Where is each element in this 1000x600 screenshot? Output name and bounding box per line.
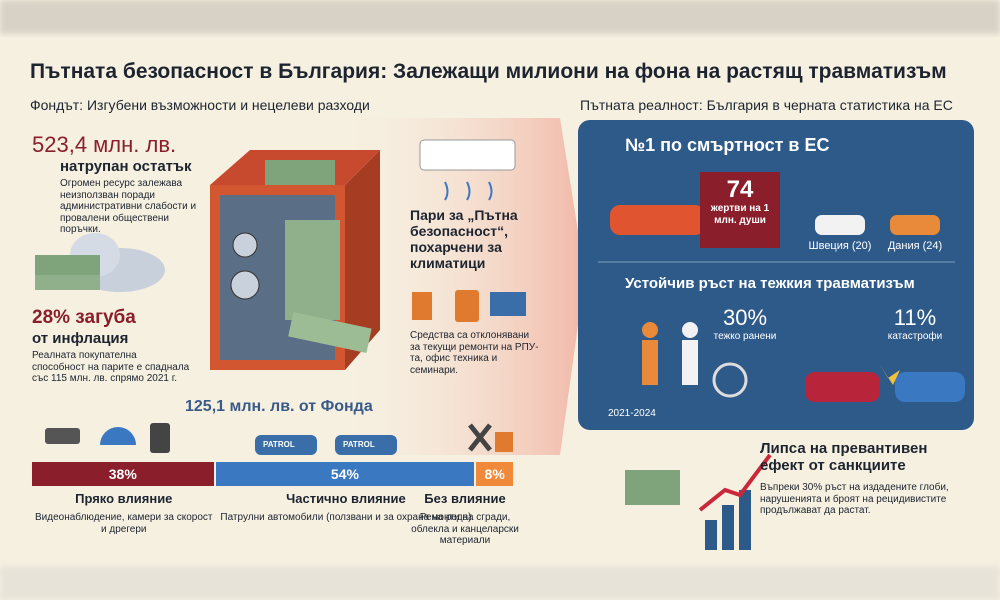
- deaths-label: жертви на 1 млн. души: [710, 203, 770, 226]
- arrow: [330, 118, 585, 455]
- aircon-text: Пари за „Пътна безопасност“, похарчени з…: [410, 207, 518, 272]
- blurred-footer: [0, 566, 1000, 600]
- comparison: Дания (24): [887, 240, 943, 252]
- surplus-amount: 523,4 млн. лв.: [32, 132, 177, 157]
- injured-value: 30%: [722, 305, 768, 330]
- title: Пътната безопасност в България: Залежащи…: [30, 60, 947, 83]
- people: [642, 322, 748, 398]
- crashes-label: катастрофи: [887, 331, 943, 342]
- patrol-badge: PATROL: [263, 440, 295, 449]
- cars: [610, 205, 965, 402]
- segment-text: Видеонаблюдение, камери за скорост и дре…: [35, 512, 213, 535]
- cloud-icon: [35, 233, 165, 292]
- surplus-label: натрупан остатък: [60, 158, 192, 175]
- aircon-icon: [419, 139, 516, 201]
- split-bar: 38% 54% 8%: [32, 462, 515, 486]
- inflation-text: Реалната покупателна способност на парит…: [32, 350, 190, 384]
- safe-icon: [210, 150, 380, 370]
- inflation-amount: 28% загуба: [32, 307, 136, 328]
- surplus-text: Огромен ресурс залежава неизползван пора…: [60, 178, 197, 235]
- reality-panel: [578, 120, 974, 430]
- injured-label: тежко ранени: [713, 331, 777, 342]
- comparison: Швеция (20): [808, 240, 872, 252]
- fund-heading: Фондът: Изгубени възможности и нецелеви …: [30, 97, 370, 113]
- bar-segment: 38%: [32, 462, 216, 486]
- sanctions-text: Въпреки 30% ръст на издадените глоби, на…: [760, 482, 949, 516]
- deaths-value: 74: [726, 176, 754, 203]
- segment-label: 8%: [484, 466, 505, 482]
- reality-heading: Пътната реалност: България в черната ста…: [580, 97, 953, 113]
- bar-segment: 8%: [476, 462, 515, 486]
- segment-title: Без влияние: [424, 491, 506, 506]
- toolbar-icons: [45, 423, 513, 455]
- period: 2021-2024: [608, 408, 656, 419]
- split-title: 125,1 млн. лв. от Фонда: [185, 398, 373, 415]
- crashes-value: 11%: [893, 305, 937, 330]
- deaths-box: [700, 172, 780, 248]
- deviations-text: Средства са отклонявани за текущи ремонт…: [410, 330, 539, 376]
- rank: №1 по смъртност в ЕС: [625, 135, 830, 155]
- growth-title: Устойчив ръст на тежкия травматизъм: [625, 275, 915, 292]
- segment-label: 54%: [330, 466, 359, 482]
- office-icons: [412, 290, 526, 322]
- segment-label: 38%: [108, 466, 137, 482]
- trend-chart: [625, 453, 772, 550]
- segment-title: Частично влияние: [286, 491, 406, 506]
- sanctions-title: Липса на превантивен ефект от санкциите: [760, 440, 928, 475]
- bar-segment: 54%: [215, 462, 477, 486]
- inflation-label: от инфлация: [32, 330, 129, 347]
- segment-text: Ремонти на сгради, облекла и канцеларски…: [411, 512, 519, 546]
- segment-title: Пряко влияние: [75, 491, 173, 506]
- segment-text: Патрулни автомобили (ползвани и за охран…: [220, 512, 472, 523]
- blurred-banner: [0, 0, 1000, 34]
- patrol-badge: PATROL: [343, 440, 375, 449]
